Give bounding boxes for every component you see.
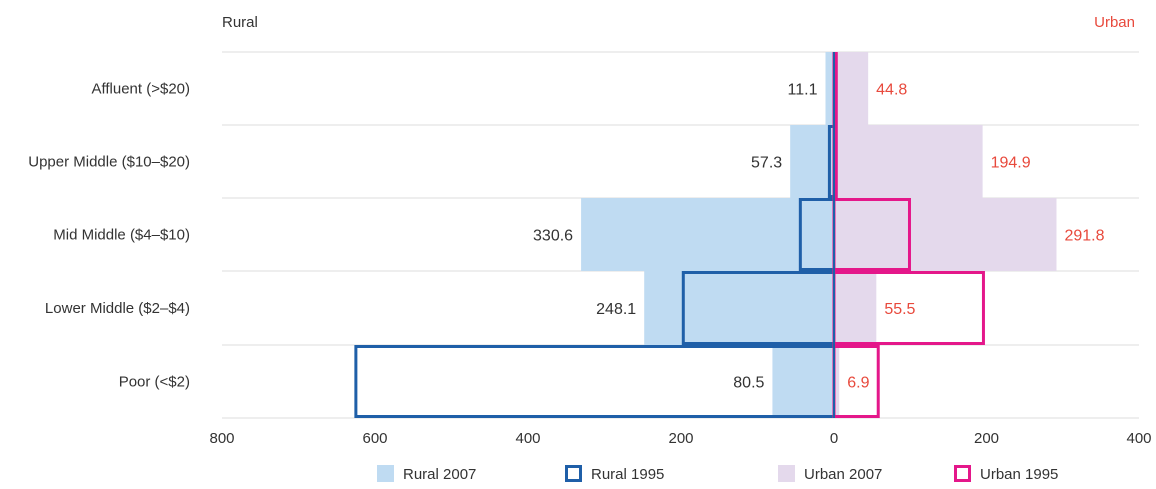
legend-label-urban-2007: Urban 2007 [804,466,882,483]
legend-label-rural-2007: Rural 2007 [403,466,476,483]
rural-side-label: Rural [222,14,258,31]
urban-value-label-2: 291.8 [1064,228,1104,245]
legend-swatch-urban-1995 [954,465,971,482]
bar-rural-2007-2 [581,198,834,271]
legend-label-urban-1995: Urban 1995 [980,466,1058,483]
x-tick-left-2: 400 [515,430,540,447]
x-tick-left-4: 0 [830,430,838,447]
x-tick-left-3: 200 [668,430,693,447]
urban-value-label-3: 55.5 [884,301,915,318]
x-axis-ticks: 800 600 400 200 0 200 400 [209,430,1151,447]
category-label-1: Upper Middle ($10–$20) [28,154,190,171]
x-tick-left-0: 800 [209,430,234,447]
urban-side-label: Urban [1094,14,1135,31]
legend-swatch-urban-2007 [778,465,795,482]
bar-urban-2007-4 [834,345,840,418]
x-tick-right-0: 200 [974,430,999,447]
urban-value-label-4: 6.9 [847,375,869,392]
rural-value-label-4: 80.5 [733,375,764,392]
category-label-2: Mid Middle ($4–$10) [53,227,190,244]
legend-swatch-rural-1995 [565,465,582,482]
rural-value-label-0: 11.1 [788,82,818,99]
legend-swatch-rural-2007 [377,465,394,482]
bar-rural-2007-0 [825,52,834,125]
rural-value-label-2: 330.6 [533,228,573,245]
rural-value-label-3: 248.1 [596,301,636,318]
x-tick-left-1: 600 [362,430,387,447]
bars-layer [354,52,1057,418]
legend-label-rural-1995: Rural 1995 [591,466,664,483]
bar-urban-2007-1 [834,125,983,198]
category-label-3: Lower Middle ($2–$4) [45,300,190,317]
bar-urban-2007-0 [834,52,869,125]
x-tick-right-1: 400 [1126,430,1151,447]
bar-rural-2007-3 [644,271,834,345]
rural-value-label-1: 57.3 [751,155,782,172]
legend: Rural 2007 Rural 1995 Urban 2007 Urban 1995 [377,465,1058,483]
category-label-0: Affluent (>$20) [91,81,190,98]
bar-urban-2007-3 [834,271,877,345]
bar-rural-2007-1 [790,125,834,198]
urban-value-label-1: 194.9 [991,155,1031,172]
bar-urban-2007-2 [834,198,1057,271]
labels-layer: Affluent (>$20) Upper Middle ($10–$20) Mid… [28,81,1104,392]
bar-rural-2007-4 [772,345,834,418]
category-label-4: Poor (<$2) [119,374,190,391]
urban-value-label-0: 44.8 [876,82,907,99]
